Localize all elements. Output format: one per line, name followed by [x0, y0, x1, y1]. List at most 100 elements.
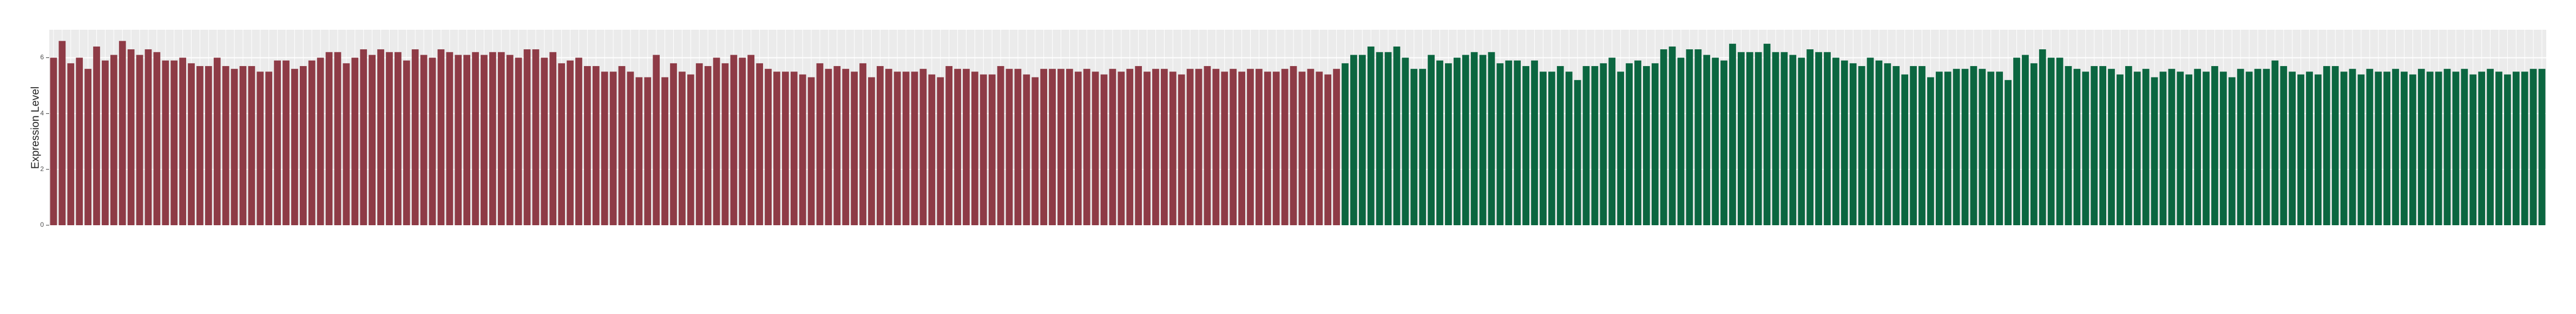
- bar: [1410, 69, 1418, 225]
- bar: [756, 63, 763, 225]
- bar: [308, 60, 316, 225]
- bar: [325, 52, 333, 225]
- bar: [1066, 69, 1073, 225]
- bar: [1144, 71, 1151, 225]
- bar: [1272, 71, 1280, 225]
- y-tick-label: 6: [40, 54, 44, 61]
- bar: [1901, 74, 1909, 225]
- bar: [231, 69, 238, 225]
- bar: [127, 49, 135, 225]
- bar: [1918, 66, 1926, 226]
- bar: [351, 57, 359, 226]
- bar: [730, 55, 738, 226]
- bar: [1350, 55, 1357, 226]
- bar: [170, 60, 178, 225]
- bar: [1247, 69, 1254, 225]
- bar: [2340, 71, 2348, 225]
- bar: [1858, 66, 1865, 226]
- bar: [1290, 66, 1297, 226]
- bar: [911, 71, 918, 225]
- bar: [1712, 57, 1719, 226]
- bar: [695, 63, 703, 225]
- bar: [687, 74, 694, 225]
- bar: [609, 71, 617, 225]
- bar: [523, 49, 531, 225]
- bar: [1419, 69, 1427, 225]
- bar: [1875, 60, 1883, 225]
- bar: [2461, 69, 2468, 225]
- bar: [2417, 69, 2425, 225]
- bar: [76, 57, 83, 226]
- bar: [2030, 63, 2038, 225]
- bar: [1651, 63, 1659, 225]
- bar: [153, 52, 161, 225]
- bar: [713, 57, 720, 226]
- bar: [360, 49, 367, 225]
- bar: [2315, 74, 2322, 225]
- bar: [1815, 52, 1822, 225]
- bar: [248, 66, 255, 226]
- bar: [119, 41, 126, 225]
- bar: [395, 52, 402, 225]
- bar: [2228, 77, 2236, 225]
- bar: [1574, 80, 1581, 226]
- bar: [1961, 69, 1969, 225]
- bar: [2297, 74, 2304, 225]
- bar: [1660, 49, 1667, 225]
- bar: [386, 52, 393, 225]
- bar: [584, 66, 591, 226]
- bar: [1298, 71, 1306, 225]
- bar: [136, 55, 143, 226]
- y-axis-label: Expression Level: [29, 87, 41, 169]
- bar: [274, 60, 281, 225]
- bar: [2452, 71, 2460, 225]
- bar: [661, 77, 668, 225]
- bar: [1230, 69, 1237, 225]
- bar: [67, 63, 75, 225]
- bar: [1023, 74, 1030, 225]
- bar: [1849, 63, 1857, 225]
- bar: [291, 69, 298, 225]
- bar: [2289, 71, 2296, 225]
- bar: [299, 66, 307, 226]
- bar: [670, 63, 677, 225]
- bar: [343, 63, 350, 225]
- bar: [1100, 74, 1108, 225]
- bar: [1565, 71, 1573, 225]
- bar: [1694, 49, 1702, 225]
- bar: [1789, 55, 1797, 226]
- bar: [2366, 69, 2374, 225]
- bar: [2065, 66, 2072, 226]
- bar: [1970, 66, 1977, 226]
- bar: [1006, 69, 1013, 225]
- bar: [1617, 71, 1625, 225]
- bar: [1057, 69, 1064, 225]
- bar: [1548, 71, 1555, 225]
- bar: [317, 57, 324, 226]
- bar: [2133, 71, 2141, 225]
- bar: [2271, 60, 2279, 225]
- bar: [635, 77, 643, 225]
- bar: [429, 57, 436, 226]
- bar: [937, 77, 944, 225]
- bar: [2529, 69, 2537, 225]
- bar: [2194, 69, 2201, 225]
- bar: [2073, 69, 2081, 225]
- bar: [1376, 52, 1383, 225]
- bar: [1436, 60, 1443, 225]
- bar: [1634, 60, 1641, 225]
- bar: [2168, 69, 2176, 225]
- bar: [1358, 55, 1366, 226]
- bar: [790, 71, 798, 225]
- bar: [84, 69, 91, 225]
- bar: [411, 49, 419, 225]
- bar: [773, 71, 780, 225]
- bar: [2263, 69, 2270, 225]
- bar: [1540, 71, 1547, 225]
- bar: [1212, 69, 1220, 225]
- bar: [2469, 74, 2477, 225]
- bar: [618, 66, 626, 226]
- bar: [799, 74, 806, 225]
- bar: [162, 60, 169, 225]
- bar: [928, 74, 936, 225]
